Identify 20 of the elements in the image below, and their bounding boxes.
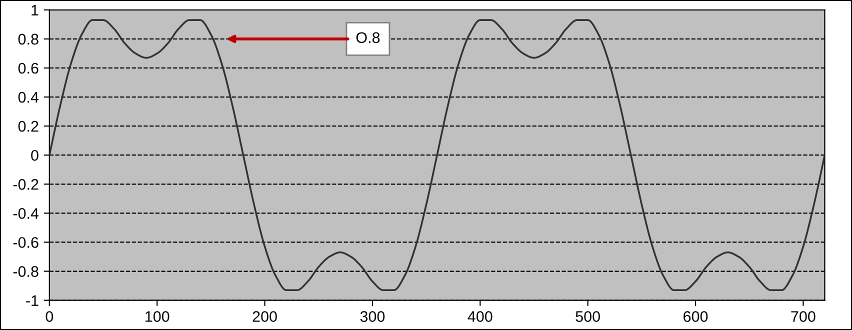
x-tick-label: 600 xyxy=(684,311,708,322)
annotation: O.8 xyxy=(356,32,380,44)
y-tick-label: 0 xyxy=(31,150,38,161)
x-tick-label: 700 xyxy=(791,311,816,322)
y-tick-label: 0.2 xyxy=(18,120,38,132)
y-tick-label: 0.4 xyxy=(18,92,39,103)
y-tick-label: -1 xyxy=(26,295,38,306)
x-tick-label: 400 xyxy=(468,311,492,322)
y-tick-label: -0.2 xyxy=(13,179,38,190)
y-tick-label: -0.6 xyxy=(13,237,38,248)
x-tick-label: 100 xyxy=(146,311,170,322)
y-tick-label: 0.6 xyxy=(18,62,38,74)
x-tick-label: 0 xyxy=(46,311,54,322)
x-tick-label: 300 xyxy=(360,311,385,322)
y-tick-label: -0.4 xyxy=(13,208,39,219)
y-tick-label: 0.8 xyxy=(18,34,38,45)
y-tick-label: 1 xyxy=(32,4,38,16)
x-tick-label: 200 xyxy=(252,311,277,322)
x-tick-label: 500 xyxy=(576,311,600,322)
y-tick-label: -0.8 xyxy=(13,266,38,277)
